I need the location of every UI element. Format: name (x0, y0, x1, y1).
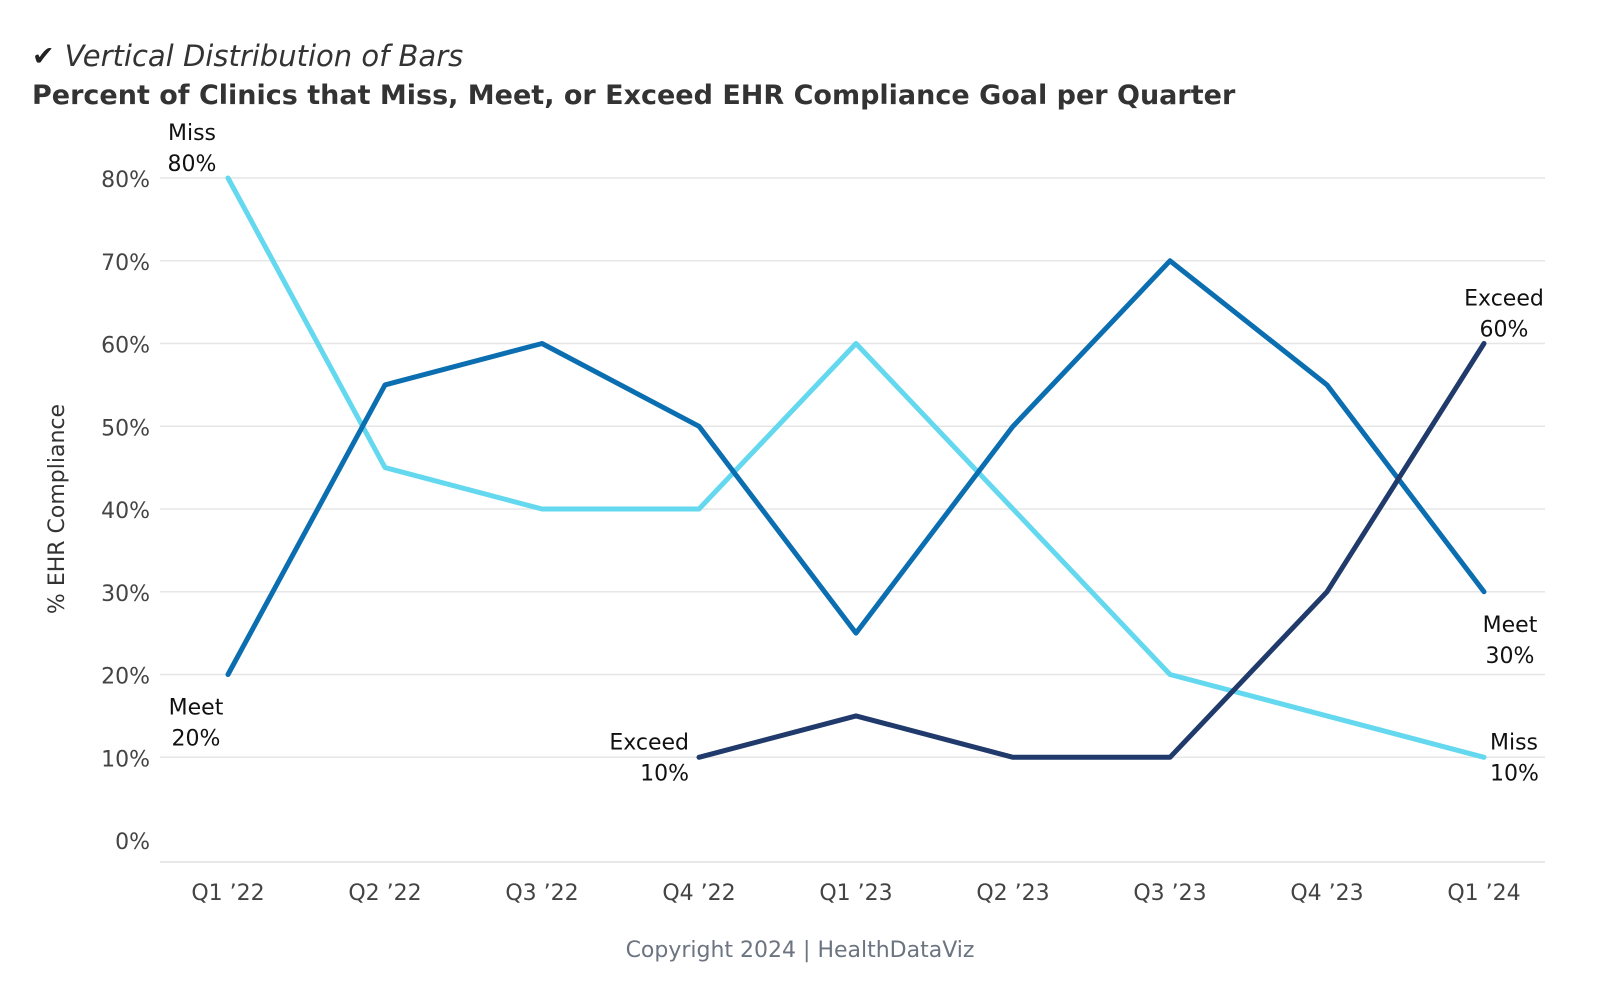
label-exceed-3-name: Exceed (609, 730, 689, 755)
y-tick-label: 80% (101, 168, 150, 193)
y-axis-label: % EHR Compliance (45, 404, 70, 614)
y-tick-label: 60% (101, 334, 150, 359)
series-line-meet (225, 258, 1487, 677)
label-exceed-8-name: Exceed (1464, 287, 1544, 312)
label-exceed-8-value: 60% (1480, 318, 1529, 343)
subtitle-row: ✔ Vertical Distribution of Bars (32, 36, 463, 76)
label-exceed-3-value: 10% (640, 761, 689, 786)
y-tick-label: 0% (115, 830, 150, 855)
series-line-miss (225, 175, 1487, 760)
series-line-exceed (696, 341, 1487, 760)
y-tick-label: 10% (101, 747, 150, 772)
x-tick-label: Q3 ’22 (505, 881, 578, 906)
y-tick-label: 40% (101, 499, 150, 524)
label-meet-0-name: Meet (169, 696, 224, 721)
x-tick-label: Q4 ’23 (1290, 881, 1363, 906)
x-tick-label: Q1 ’23 (819, 881, 892, 906)
label-miss-0-name: Miss (168, 121, 216, 146)
label-miss-8-name: Miss (1490, 730, 1538, 755)
y-tick-label: 70% (101, 251, 150, 276)
label-miss-0-value: 80% (168, 152, 217, 177)
x-tick-label: Q1 ’24 (1447, 881, 1520, 906)
y-tick-label: 30% (101, 582, 150, 607)
label-meet-8-name: Meet (1483, 613, 1538, 638)
x-tick-label: Q1 ’22 (191, 881, 264, 906)
chart-subtitle: Vertical Distribution of Bars (64, 39, 464, 73)
checkmark-icon: ✔ (32, 40, 55, 72)
line-chart: 0% 10% 20% 30% 40% 50% 60% 70% 80% Q1 ’22 Q2 ’22 Q3… (45, 121, 1545, 906)
x-tick-label: Q2 ’23 (976, 881, 1049, 906)
y-tick-label: 50% (101, 416, 150, 441)
label-meet-0-value: 20% (172, 727, 221, 752)
label-miss-8-value: 10% (1490, 761, 1539, 786)
footer-copyright: Copyright 2024 | HealthDataViz (625, 938, 975, 963)
x-tick-label: Q2 ’22 (348, 881, 421, 906)
y-tick-label: 20% (101, 665, 150, 690)
x-tick-label: Q4 ’22 (662, 881, 735, 906)
label-meet-8-value: 30% (1486, 644, 1535, 669)
x-tick-label: Q3 ’23 (1133, 881, 1206, 906)
chart-title: Percent of Clinics that Miss, Meet, or E… (32, 80, 1236, 111)
